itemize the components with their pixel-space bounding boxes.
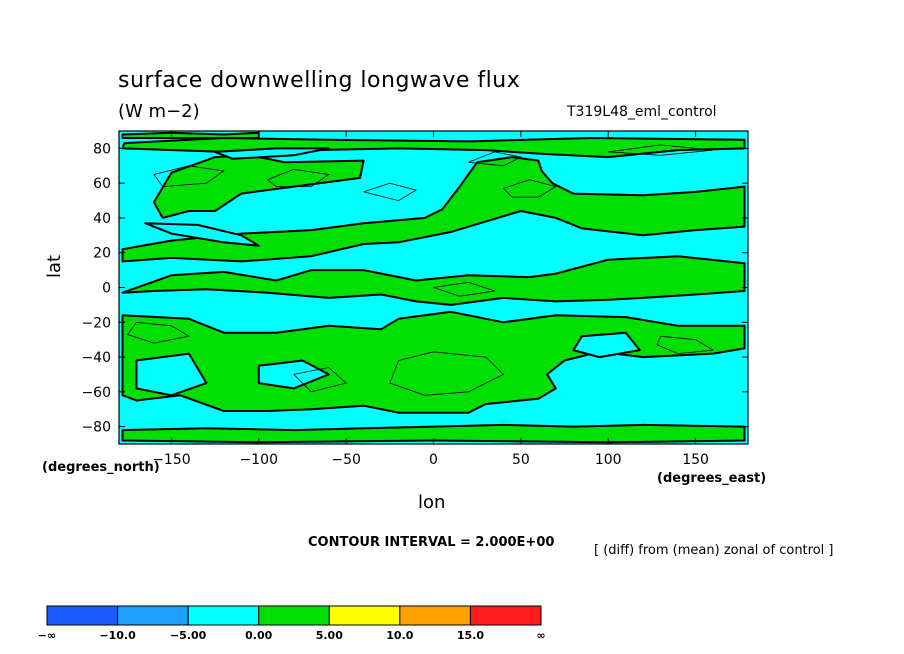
contour-line-10 — [433, 281, 495, 297]
y-tick-label-7: −60 — [81, 385, 111, 401]
negative-region-0 — [144, 222, 260, 247]
colorbar-swatch-1 — [117, 605, 189, 626]
colorbar-swatch-6 — [469, 605, 542, 626]
x-tick-label-0: −150 — [152, 452, 190, 468]
colorbar-label-5: 10.0 — [386, 629, 413, 642]
colorbar-label-2: −5.00 — [170, 629, 207, 642]
x-tick-label-4: 50 — [512, 452, 530, 468]
contour-line-0 — [153, 165, 225, 188]
contour-interval-text: CONTOUR INTERVAL = 2.000E+00 — [308, 535, 555, 550]
y-tick-label-3: 20 — [93, 246, 111, 262]
colorbar-swatch-4 — [328, 605, 401, 626]
positive-region-2 — [152, 154, 365, 219]
contour-line-9 — [656, 335, 715, 355]
contour-fill-group — [121, 131, 746, 444]
contour-line-7 — [468, 151, 523, 167]
y-tick-label-4: 0 — [102, 281, 111, 297]
y-tick-label-1: 60 — [93, 176, 111, 192]
y-tick-label-6: −40 — [81, 350, 111, 366]
colorbar-label-6: 15.0 — [457, 629, 484, 642]
colorbar-label-0: −∞ — [38, 629, 56, 642]
x-axis-unit-label: (degrees_east) — [657, 471, 767, 486]
contour-line-4 — [127, 321, 191, 344]
run-label: T319L48_eml_control — [567, 104, 717, 120]
x-tick-label-1: −100 — [240, 452, 278, 468]
colorbar-label-7: ∞ — [536, 629, 545, 642]
x-axis-label: lon — [418, 492, 446, 513]
negative-region-3 — [572, 331, 641, 359]
y-tick-label-5: −20 — [81, 315, 111, 331]
y-tick-label-2: 40 — [93, 211, 111, 227]
y-axis-unit-label: (degrees_north) — [42, 460, 160, 475]
diff-note: [ (diff) from (mean) zonal of control ] — [594, 543, 834, 558]
colorbar-swatch-2 — [187, 605, 260, 626]
colorbar-label-4: 5.00 — [316, 629, 343, 642]
contour-line-8 — [608, 144, 714, 156]
contour-line-2 — [363, 182, 418, 202]
y-tick-label-8: −80 — [81, 420, 111, 436]
x-tick-label-5: 100 — [595, 452, 622, 468]
colorbar-label-1: −10.0 — [99, 629, 136, 642]
x-tick-label-3: 0 — [429, 452, 438, 468]
colorbar-swatch-5 — [399, 605, 471, 626]
contour-line-3 — [503, 179, 557, 198]
colorbar-swatch-0 — [46, 605, 119, 626]
colorbar-swatch-3 — [258, 605, 330, 626]
chart-title: surface downwelling longwave flux — [118, 68, 521, 93]
negative-region-1 — [135, 352, 208, 397]
contour-line-6 — [293, 367, 347, 393]
contour-line-1 — [267, 168, 330, 188]
positive-region-4 — [121, 255, 746, 306]
x-tick-label-6: 150 — [682, 452, 709, 468]
positive-region-6 — [121, 423, 746, 444]
negative-region-4 — [214, 147, 330, 160]
chart-units: (W m−2) — [118, 101, 200, 122]
colorbar-label-3: 0.00 — [245, 629, 272, 642]
contour-line-5 — [389, 351, 505, 396]
positive-region-1 — [121, 131, 260, 139]
x-tick-label-2: −50 — [331, 452, 361, 468]
y-tick-label-0: 80 — [93, 141, 111, 157]
positive-region-3 — [121, 156, 746, 263]
